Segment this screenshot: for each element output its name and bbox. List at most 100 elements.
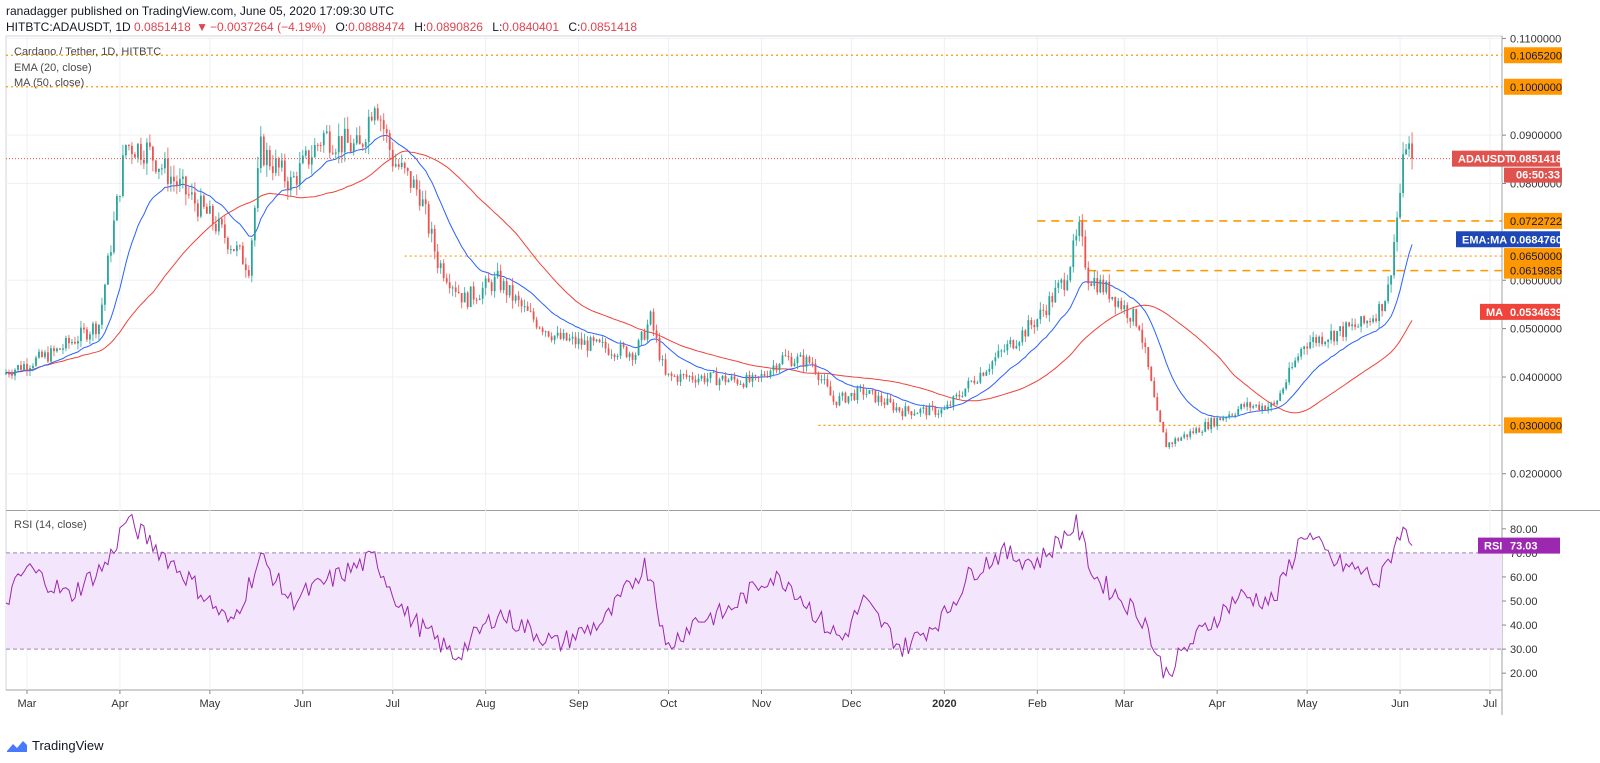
candle-body	[733, 376, 736, 380]
candle-body	[110, 252, 112, 256]
candle-body	[1333, 330, 1336, 342]
candle-body	[769, 370, 772, 377]
candle-body	[134, 154, 136, 158]
candle-body	[1186, 434, 1189, 437]
candle-body	[964, 388, 967, 397]
candle-body	[352, 143, 355, 152]
candle-body	[841, 392, 844, 397]
candle-body	[415, 179, 418, 190]
candle-body	[1258, 404, 1261, 411]
candle-body	[283, 160, 286, 182]
candle-body	[1321, 336, 1324, 345]
candle-body	[688, 376, 691, 378]
candle-body	[259, 136, 262, 169]
candle-body	[835, 401, 838, 406]
candle-body	[1210, 418, 1213, 430]
candle-body	[460, 293, 463, 303]
candle-body	[289, 176, 292, 191]
candle-body	[1108, 281, 1111, 300]
candle-body	[1261, 405, 1264, 411]
time-tick-label: 2020	[932, 698, 956, 710]
last-price-tag	[1452, 150, 1560, 167]
price-tick-label: 0.0900000	[1510, 130, 1562, 142]
candle-body	[592, 337, 595, 342]
tradingview-logo[interactable]: TradingView	[6, 738, 104, 753]
candle-body	[343, 128, 346, 153]
candle-body	[1147, 347, 1150, 367]
candle-body	[1174, 438, 1177, 444]
candle-body	[640, 331, 643, 341]
candle-body	[322, 133, 325, 146]
candle-body	[193, 192, 196, 204]
candle-body	[490, 282, 493, 292]
candle-body	[1072, 240, 1075, 267]
candle-body	[553, 335, 556, 341]
level-tag-label: 0.0300000	[1510, 420, 1562, 432]
candle-body	[1198, 428, 1201, 433]
candle-body	[394, 164, 397, 167]
candle-body	[958, 394, 961, 397]
candle-body	[1222, 417, 1225, 421]
candle-body	[1042, 309, 1045, 311]
candle-body	[664, 359, 667, 375]
candle-body	[997, 350, 1000, 358]
legend-ma[interactable]: MA (50, close)	[14, 77, 85, 89]
candle-body	[952, 396, 955, 406]
candle-body	[685, 374, 688, 377]
candle-body	[727, 379, 730, 383]
legend-rsi[interactable]: RSI (14, close)	[14, 519, 87, 531]
legend-symbol[interactable]: Cardano / Tether, 1D, HITBTC	[14, 46, 162, 58]
candle-body	[113, 220, 115, 253]
candle-body	[1267, 406, 1270, 411]
candle-body	[1015, 345, 1018, 349]
candle-body	[1030, 320, 1033, 325]
candle-body	[1390, 275, 1392, 285]
candle-body	[211, 206, 214, 224]
candle-body	[1111, 296, 1114, 300]
candle-body	[1189, 431, 1192, 437]
legend-ema[interactable]: EMA (20, close)	[14, 62, 92, 74]
candle-body	[991, 361, 994, 369]
candle-body	[160, 168, 163, 170]
candle-body	[1303, 346, 1306, 349]
candle-body	[307, 150, 310, 165]
candle-body	[541, 328, 544, 332]
candle-body	[1054, 287, 1057, 303]
candle-body	[889, 398, 892, 403]
candle-body	[910, 411, 913, 416]
rsi-tick-label: 40.00	[1510, 620, 1538, 632]
candle-body	[92, 323, 94, 335]
candle-body	[775, 365, 778, 371]
candle-body	[1384, 301, 1386, 312]
high-value: 0.0890826	[426, 20, 483, 34]
candle-body	[1114, 296, 1117, 307]
candle-body	[847, 396, 850, 403]
candle-body	[325, 131, 328, 134]
candle-body	[751, 375, 754, 382]
ema-tag	[1456, 231, 1560, 248]
candle-body	[397, 164, 400, 167]
candle-body	[481, 287, 484, 299]
candle-body	[1162, 421, 1165, 433]
candle-body	[802, 354, 805, 367]
ema20-line	[5, 134, 1413, 418]
candle-body	[577, 338, 580, 345]
candle-body	[1396, 217, 1398, 243]
candle-body	[601, 341, 604, 343]
candle-body	[1045, 310, 1048, 316]
candle-body	[505, 281, 508, 296]
candle-body	[1228, 414, 1231, 418]
candle-body	[724, 375, 727, 383]
candle-body	[1021, 330, 1024, 343]
candle-body	[346, 128, 349, 143]
candle-body	[871, 390, 874, 392]
candle-body	[1129, 317, 1132, 322]
candle-body	[706, 378, 709, 383]
time-tick-label: Jul	[1483, 698, 1497, 710]
candle-body	[175, 181, 178, 186]
candle-body	[487, 278, 490, 283]
candle-body	[919, 408, 922, 414]
candle-body	[859, 387, 862, 389]
candle-body	[38, 351, 40, 358]
